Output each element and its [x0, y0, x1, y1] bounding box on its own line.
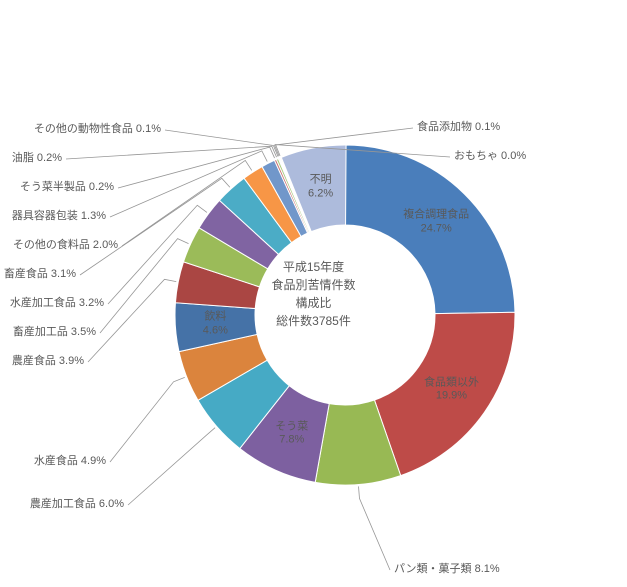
leader-line-14	[66, 146, 277, 159]
leader-line-2	[359, 486, 390, 570]
slice-1	[374, 312, 515, 475]
leader-line-15	[165, 130, 278, 157]
donut-svg	[0, 0, 627, 587]
donut-chart: 平成15年度 食品別苦情件数 構成比 総件数3785件 複合調理食品24.7%食…	[0, 0, 627, 587]
leader-line-4	[128, 428, 215, 505]
leader-line-5	[110, 377, 185, 462]
slice-0	[345, 145, 515, 314]
leader-line-7	[88, 279, 176, 362]
